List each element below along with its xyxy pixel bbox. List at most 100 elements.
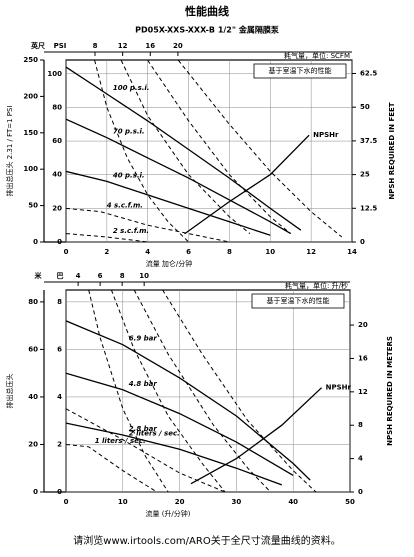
plot-frame [65, 289, 351, 493]
series-line [66, 320, 311, 481]
y3-tick-label: 20 [358, 321, 368, 329]
y2-unit: 英尺 [30, 41, 45, 50]
y-tick-label: 60 [52, 137, 62, 145]
series-line [66, 444, 158, 492]
chart: 0 10 20 30 40 504 6 8 1002468020406080048121620流… [5, 271, 394, 518]
note-box [251, 293, 345, 309]
y3-tick-label: 0 [358, 488, 363, 496]
y3-axis-label: NPSH REQUIRED IN FEET [388, 102, 396, 199]
series-label: 4.8 bar [129, 380, 158, 388]
chart-subtitle: PD05X-XXS-XXX-B 1/2" 金属隔膜泵 [135, 25, 279, 35]
chart: 0 2 4 6 8 10 12 148 12 16 200204060801000501001502… [5, 41, 396, 268]
x-tick-label: 10 [265, 248, 275, 256]
note: 基于室温下水的性能 [269, 66, 332, 75]
y-tick-label: 2 [57, 440, 62, 448]
x2-tick-label: 16 [145, 42, 155, 50]
x2-tick-label: 8 [120, 272, 125, 280]
series-label: 2 s.c.f.m. [113, 227, 149, 235]
y2-tick-label: 40 [28, 393, 38, 401]
x2-axis-label: 耗气量，单位: 升/秒 [285, 281, 348, 290]
series-line [66, 118, 292, 235]
y3-tick-label: 50 [360, 103, 370, 111]
x-tick-label: 12 [306, 248, 316, 256]
y-tick-label: 0 [57, 488, 62, 496]
x-tick-label: 20 [175, 498, 185, 506]
series-line [66, 408, 226, 492]
x-tick-label: 4 [145, 248, 150, 256]
x2-tick-label: 4 [76, 272, 81, 280]
x-tick-label: 10 [118, 498, 128, 506]
series-line [66, 66, 302, 231]
y3-tick-label: 25 [360, 171, 370, 179]
x2-tick-label: 8 [93, 42, 98, 50]
series-line [147, 60, 292, 234]
y3-tick-label: 37.5 [360, 137, 377, 145]
y3-tick-label: 12 [358, 388, 368, 396]
series-line [66, 207, 230, 242]
x2-tick-label: 10 [139, 272, 149, 280]
x-tick-label: 50 [345, 498, 355, 506]
y2-tick-label: 100 [23, 165, 38, 173]
x-tick-label: 40 [288, 498, 298, 506]
x-tick-label: 2 [104, 248, 109, 256]
x2-tick-label: 12 [118, 42, 128, 50]
y3-tick-label: 16 [358, 354, 368, 362]
y2-unit: 米 [34, 271, 43, 280]
series-line [66, 422, 283, 486]
footer: 请浏览www.irtools.com/ARO关于全尺寸流量曲线的资料。 [73, 534, 340, 547]
y3-tick-label: 8 [358, 421, 363, 429]
series-line [66, 170, 271, 236]
x-axis-label: 流量 (升/分钟) [145, 509, 190, 518]
series-label: 2.8 bar [129, 425, 158, 433]
series-line [120, 60, 251, 234]
y3-tick-label: 12.5 [360, 204, 377, 212]
y3-tick-label: 62.5 [360, 69, 377, 77]
y3-tick-label: 0 [360, 238, 365, 246]
series-line [110, 290, 226, 492]
y-tick-label: 40 [52, 171, 62, 179]
y-tick-label: 80 [52, 103, 62, 111]
y3-axis-label: NPSH REQUIRED IN METERS [386, 336, 394, 446]
series-label: 4 s.c.f.m. [107, 202, 143, 210]
y2-tick-label: 0 [33, 488, 38, 496]
y3-tick-label: 4 [358, 455, 363, 463]
y2-tick-label: 200 [23, 92, 38, 100]
y-tick-label: 20 [52, 204, 62, 212]
series-label: 70 p.s.i. [113, 128, 145, 136]
y2-tick-label: 150 [23, 129, 38, 137]
series-label: NPSHr [326, 384, 352, 392]
x-tick-label: 30 [232, 498, 242, 506]
y2-tick-label: 80 [28, 298, 38, 306]
series-label: 40 p.s.i. [113, 171, 145, 179]
y-axis-label: 排出总压头 2.31 / FT=1 PSI [5, 105, 14, 196]
x2-tick-label: 6 [98, 272, 103, 280]
series-line [94, 60, 189, 242]
series-label: 100 p.s.i. [113, 84, 150, 92]
x2-tick-label: 20 [173, 42, 183, 50]
y-axis-label: 排出总压头 [5, 374, 14, 409]
y2-tick-label: 60 [28, 345, 38, 353]
x-axis-label: 流量 加仑/分钟 [146, 259, 193, 268]
y2-tick-label: 20 [28, 440, 38, 448]
y-tick-label: 0 [57, 238, 62, 246]
y-tick-label: 4 [57, 393, 62, 401]
note: 基于室温下水的性能 [267, 296, 330, 305]
series-line [66, 372, 294, 476]
y-unit: 巴 [57, 272, 64, 280]
series-label: NPSHr [313, 131, 339, 139]
x-tick-label: 8 [227, 248, 232, 256]
series-label: 6.9 bar [129, 335, 158, 343]
y2-tick-label: 0 [33, 238, 38, 246]
series-line [184, 134, 310, 235]
y-tick-label: 100 [47, 70, 62, 78]
y-unit: PSI [54, 42, 67, 50]
y-tick-label: 8 [57, 298, 62, 306]
y-tick-label: 6 [57, 345, 62, 353]
note-box [253, 63, 347, 79]
x2-axis-label: 耗气量，单位: SCFM [284, 51, 350, 60]
y2-tick-label: 50 [28, 202, 38, 210]
x-tick-label: 0 [64, 498, 69, 506]
series-label: 1 liters / sec. [95, 437, 146, 445]
series-line [178, 60, 343, 238]
series-label: 2 liters / sec. [129, 430, 180, 438]
